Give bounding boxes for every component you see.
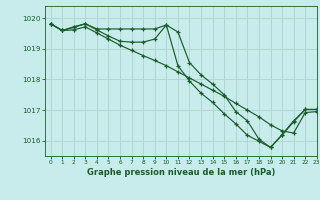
- X-axis label: Graphe pression niveau de la mer (hPa): Graphe pression niveau de la mer (hPa): [87, 168, 275, 177]
